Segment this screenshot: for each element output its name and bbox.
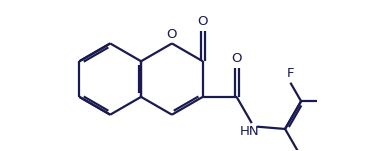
Text: F: F [287, 67, 294, 80]
Text: HN: HN [240, 125, 260, 138]
Text: O: O [167, 28, 177, 41]
Text: O: O [198, 16, 208, 29]
Text: O: O [231, 52, 242, 65]
